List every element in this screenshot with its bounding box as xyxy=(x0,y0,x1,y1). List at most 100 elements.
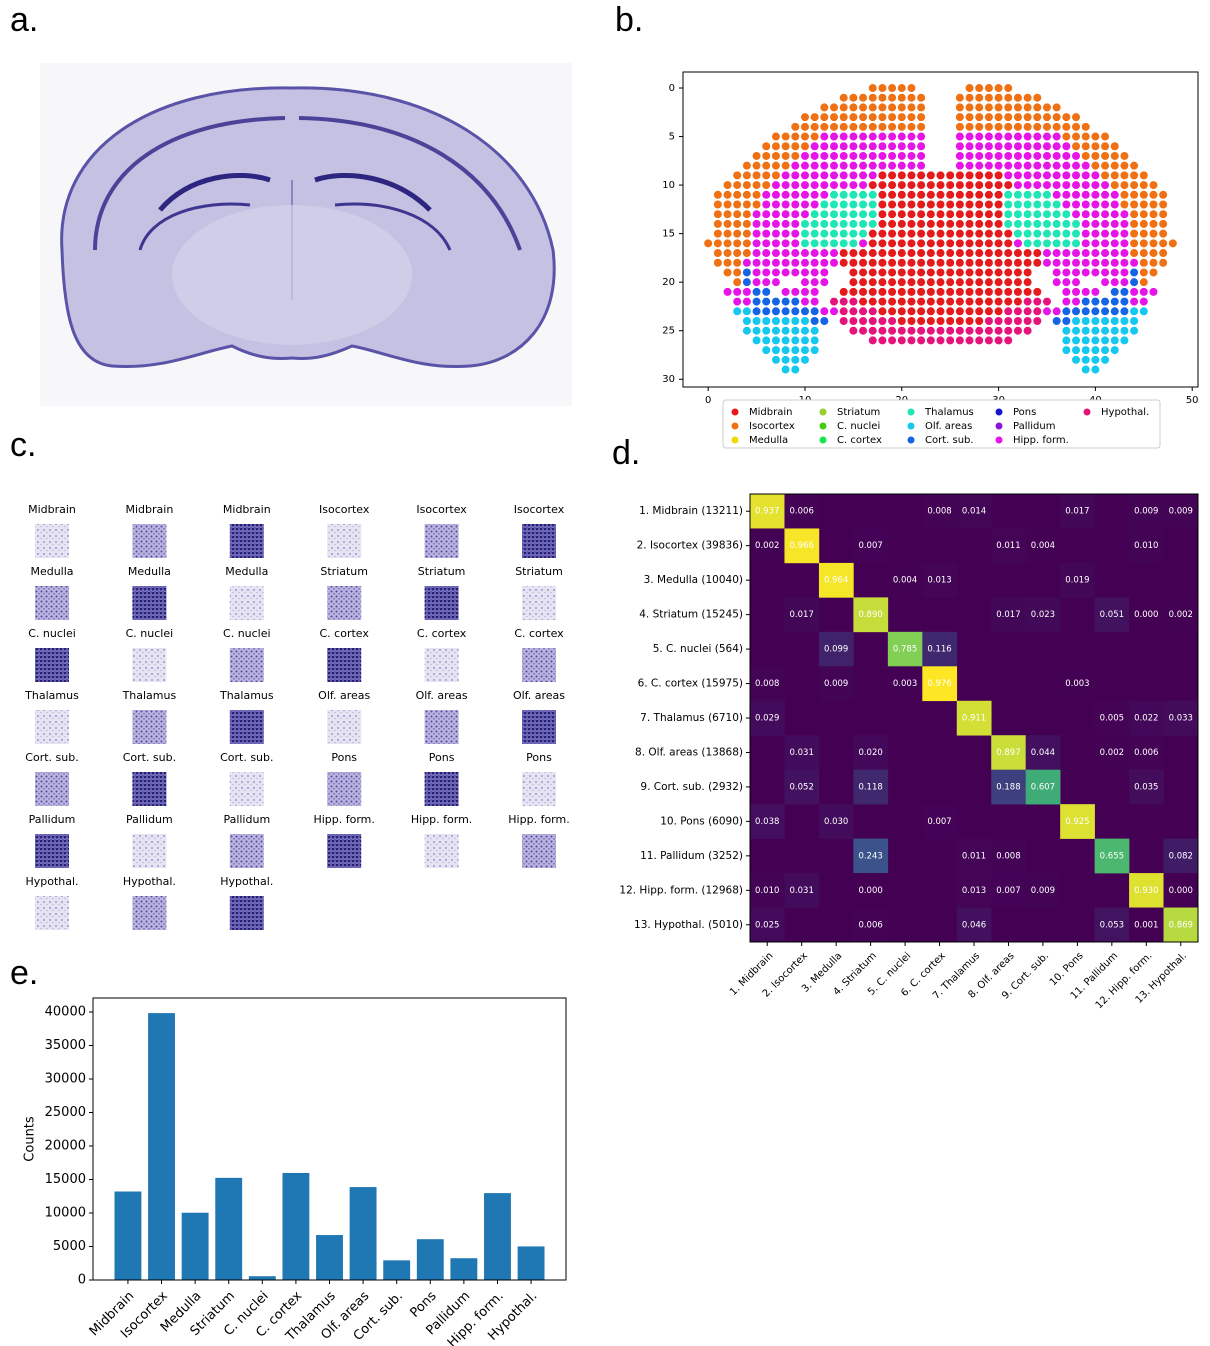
spot xyxy=(1043,307,1051,315)
spot xyxy=(1033,171,1041,179)
spot xyxy=(782,259,790,267)
spot xyxy=(704,239,712,247)
spot xyxy=(859,317,867,325)
spot xyxy=(782,142,790,150)
spot xyxy=(1024,327,1032,335)
patch-image xyxy=(425,586,459,620)
spot xyxy=(1024,201,1032,209)
spot xyxy=(907,133,915,141)
legend-marker xyxy=(996,409,1003,416)
spot xyxy=(811,210,819,218)
spot xyxy=(995,94,1003,102)
spot xyxy=(1033,103,1041,111)
spot xyxy=(869,327,877,335)
spot xyxy=(791,191,799,199)
spot xyxy=(878,259,886,267)
y-tick-label: 25000 xyxy=(45,1105,86,1120)
spot xyxy=(946,336,954,344)
cell-label: 0.009 xyxy=(1134,507,1158,517)
patch-image xyxy=(522,524,556,558)
spot xyxy=(1043,201,1051,209)
spot xyxy=(859,133,867,141)
spot xyxy=(869,162,877,170)
spot xyxy=(1091,249,1099,257)
spot xyxy=(849,113,857,121)
spot xyxy=(811,191,819,199)
spot xyxy=(937,307,945,315)
spot xyxy=(830,249,838,257)
spot xyxy=(753,278,761,286)
patch-image xyxy=(230,896,264,930)
spot xyxy=(1111,142,1119,150)
spot xyxy=(1149,230,1157,238)
spot xyxy=(907,162,915,170)
legend-marker xyxy=(996,423,1003,430)
spot xyxy=(907,171,915,179)
spot xyxy=(743,259,751,267)
patch-label: Striatum xyxy=(515,565,563,578)
spot xyxy=(791,210,799,218)
spot xyxy=(1120,278,1128,286)
spot xyxy=(878,94,886,102)
legend-label: Hipp. form. xyxy=(1013,435,1069,446)
spot xyxy=(888,230,896,238)
spot xyxy=(985,239,993,247)
cell-label: 0.964 xyxy=(824,576,848,586)
spot xyxy=(1120,259,1128,267)
spot xyxy=(840,133,848,141)
spot xyxy=(840,113,848,121)
spot xyxy=(733,288,741,296)
patch-image xyxy=(132,710,166,744)
patch-image xyxy=(327,772,361,806)
spot xyxy=(1082,210,1090,218)
spot xyxy=(1140,171,1148,179)
spot xyxy=(869,249,877,257)
spot xyxy=(917,103,925,111)
spot xyxy=(946,298,954,306)
spot xyxy=(966,201,974,209)
spot xyxy=(753,327,761,335)
spot xyxy=(811,133,819,141)
spot xyxy=(820,201,828,209)
spot xyxy=(888,278,896,286)
spot xyxy=(995,278,1003,286)
spot xyxy=(849,171,857,179)
spot xyxy=(888,113,896,121)
spot xyxy=(1082,327,1090,335)
spot xyxy=(975,201,983,209)
spot xyxy=(762,181,770,189)
spot xyxy=(946,327,954,335)
spot xyxy=(888,162,896,170)
spot xyxy=(1062,278,1070,286)
spot xyxy=(917,201,925,209)
spot xyxy=(966,307,974,315)
spot xyxy=(1024,123,1032,131)
spot xyxy=(743,181,751,189)
spot xyxy=(1033,259,1041,267)
spot xyxy=(1091,210,1099,218)
spot xyxy=(1111,259,1119,267)
spot xyxy=(869,191,877,199)
spot xyxy=(956,259,964,267)
spot xyxy=(1024,181,1032,189)
spot xyxy=(762,201,770,209)
spot xyxy=(975,268,983,276)
spot xyxy=(830,298,838,306)
spot xyxy=(1111,210,1119,218)
spot xyxy=(820,210,828,218)
spot xyxy=(1033,317,1041,325)
spot xyxy=(791,346,799,354)
spot xyxy=(859,210,867,218)
spot xyxy=(946,210,954,218)
patch-image xyxy=(230,524,264,558)
spot xyxy=(1004,278,1012,286)
spot xyxy=(1082,317,1090,325)
spot xyxy=(888,152,896,160)
spot xyxy=(1140,307,1148,315)
patch-label: Midbrain xyxy=(125,503,173,516)
spot xyxy=(1091,366,1099,374)
legend-label: C. nuclei xyxy=(837,421,880,432)
spot xyxy=(782,152,790,160)
legend-marker xyxy=(820,423,827,430)
spot xyxy=(956,171,964,179)
